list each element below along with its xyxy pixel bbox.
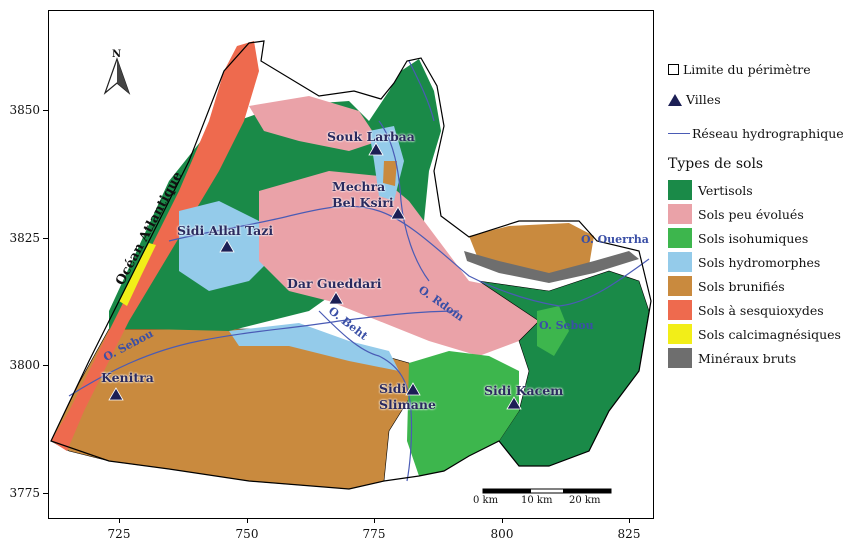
legend-network-label: Réseau hydrographique: [692, 126, 843, 141]
soil-label: Sols brunifiés: [698, 278, 785, 294]
city-label-dar-gueddari: Dar Gueddari: [287, 276, 382, 291]
x-tick-mark: [119, 518, 120, 523]
legend-soil-item: Sols isohumiques: [668, 228, 808, 248]
soil-zone-calcimagnesiques-coast: [119, 243, 156, 306]
y-tick-mark: [43, 110, 48, 111]
scale-label-0: 0 km: [473, 495, 499, 506]
perimeter-swatch-icon: [668, 64, 679, 75]
legend-network: Réseau hydrographique: [668, 126, 843, 141]
soil-zone-peu-evolues-central: [259, 171, 539, 356]
y-tick-label: 3775: [9, 486, 40, 500]
river-label-sebou-east: O. Sebou: [539, 319, 594, 332]
y-tick-mark: [43, 365, 48, 366]
legend-soil-item: Vertisols: [668, 180, 753, 200]
x-tick-label: 825: [617, 527, 641, 541]
river-sebou-lower: [68, 310, 460, 397]
legend-soil-item: Sols calcimagnésiques: [668, 324, 841, 344]
soil-label: Sols calcimagnésiques: [698, 326, 841, 342]
scale-label-20: 20 km: [569, 495, 601, 506]
soil-zone-isohumiques-northeast: [537, 306, 569, 356]
city-label-sidi-kacem: Sidi Kacem: [484, 383, 564, 398]
legend-soil-item: Minéraux bruts: [668, 348, 796, 368]
soil-label: Sols hydromorphes: [698, 254, 821, 270]
perimeter-outline: [50, 40, 652, 490]
soil-swatch: [668, 204, 692, 224]
soil-label: Vertisols: [698, 182, 753, 198]
soil-swatch: [668, 252, 692, 272]
legend-cities-label: Villes: [686, 92, 721, 107]
river-label-ouerrha: O. Ouerrha: [581, 233, 649, 246]
north-arrow-icon: [103, 57, 131, 95]
river-line-icon: [668, 133, 690, 134]
river-beht: [318, 310, 413, 482]
river-ouerrha-tributary: [408, 60, 435, 122]
city-marker: [328, 291, 344, 305]
soil-map: [50, 40, 652, 494]
soil-swatch: [668, 324, 692, 344]
city-marker: [405, 382, 421, 396]
soil-zone-isohumiques-southeast: [407, 351, 519, 476]
legend-soil-item: Sols à sesquioxydes: [668, 300, 824, 320]
x-tick-label: 800: [490, 527, 514, 541]
x-tick-mark: [502, 518, 503, 523]
city-marker: [219, 239, 235, 253]
city-label-sidi-slimane: Sidi Slimane: [379, 381, 436, 412]
legend-soil-title: Types de sols: [668, 156, 764, 172]
y-tick-label: 3825: [9, 231, 40, 245]
city-label-mechra-bel-ksiri: Mechra Bel Ksiri: [332, 179, 394, 210]
y-tick-label: 3850: [9, 103, 40, 117]
x-tick-mark: [629, 518, 630, 523]
city-marker: [108, 387, 124, 401]
soil-swatch: [668, 276, 692, 296]
city-marker: [368, 142, 384, 156]
city-label-sidi-allal-tazi: Sidi Allal Tazi: [177, 223, 274, 238]
city-marker: [506, 396, 522, 410]
scale-bar: [482, 488, 612, 494]
y-tick-mark: [43, 493, 48, 494]
scale-label-10: 10 km: [521, 495, 553, 506]
city-triangle-icon: [668, 93, 682, 106]
soil-zone-peu-evolues-north: [249, 96, 379, 151]
x-tick-label: 750: [235, 527, 259, 541]
city-markers: [108, 142, 522, 410]
legend-cities: Villes: [668, 92, 721, 107]
soil-swatch: [668, 348, 692, 368]
soil-label: Sols peu évolués: [698, 206, 804, 222]
legend-perimeter: Limite du périmètre: [668, 62, 811, 77]
river-sebou-upper: [168, 205, 650, 307]
soil-zone-hydromorphes-central: [229, 323, 399, 371]
x-tick-label: 775: [362, 527, 386, 541]
x-tick-mark: [374, 518, 375, 523]
soil-label: Sols à sesquioxydes: [698, 302, 824, 318]
y-tick-mark: [43, 238, 48, 239]
legend-soil-item: Sols brunifiés: [668, 276, 785, 296]
city-marker: [390, 206, 406, 220]
legend-soil-item: Sols hydromorphes: [668, 252, 820, 272]
soil-label: Minéraux bruts: [698, 350, 797, 366]
north-label: N: [112, 49, 122, 60]
soil-swatch: [668, 180, 692, 200]
soil-zone-mineraux-bruts: [464, 251, 639, 283]
river-rdom: [378, 120, 430, 282]
legend-perimeter-label: Limite du périmètre: [683, 62, 811, 77]
map-frame: N Océan Atlantique Souk Larbaa Mechra Be…: [48, 10, 654, 519]
x-tick-mark: [247, 518, 248, 523]
x-tick-label: 725: [107, 527, 131, 541]
soil-label: Sols isohumiques: [698, 230, 809, 246]
soil-zone-brunifies-north: [383, 161, 397, 186]
soil-swatch: [668, 300, 692, 320]
city-label-kenitra: Kenitra: [101, 370, 154, 385]
soil-swatch: [668, 228, 692, 248]
legend-soil-item: Sols peu évolués: [668, 204, 804, 224]
city-label-souk-larbaa: Souk Larbaa: [327, 129, 415, 144]
y-tick-label: 3800: [9, 358, 40, 372]
river-network: [68, 60, 650, 482]
